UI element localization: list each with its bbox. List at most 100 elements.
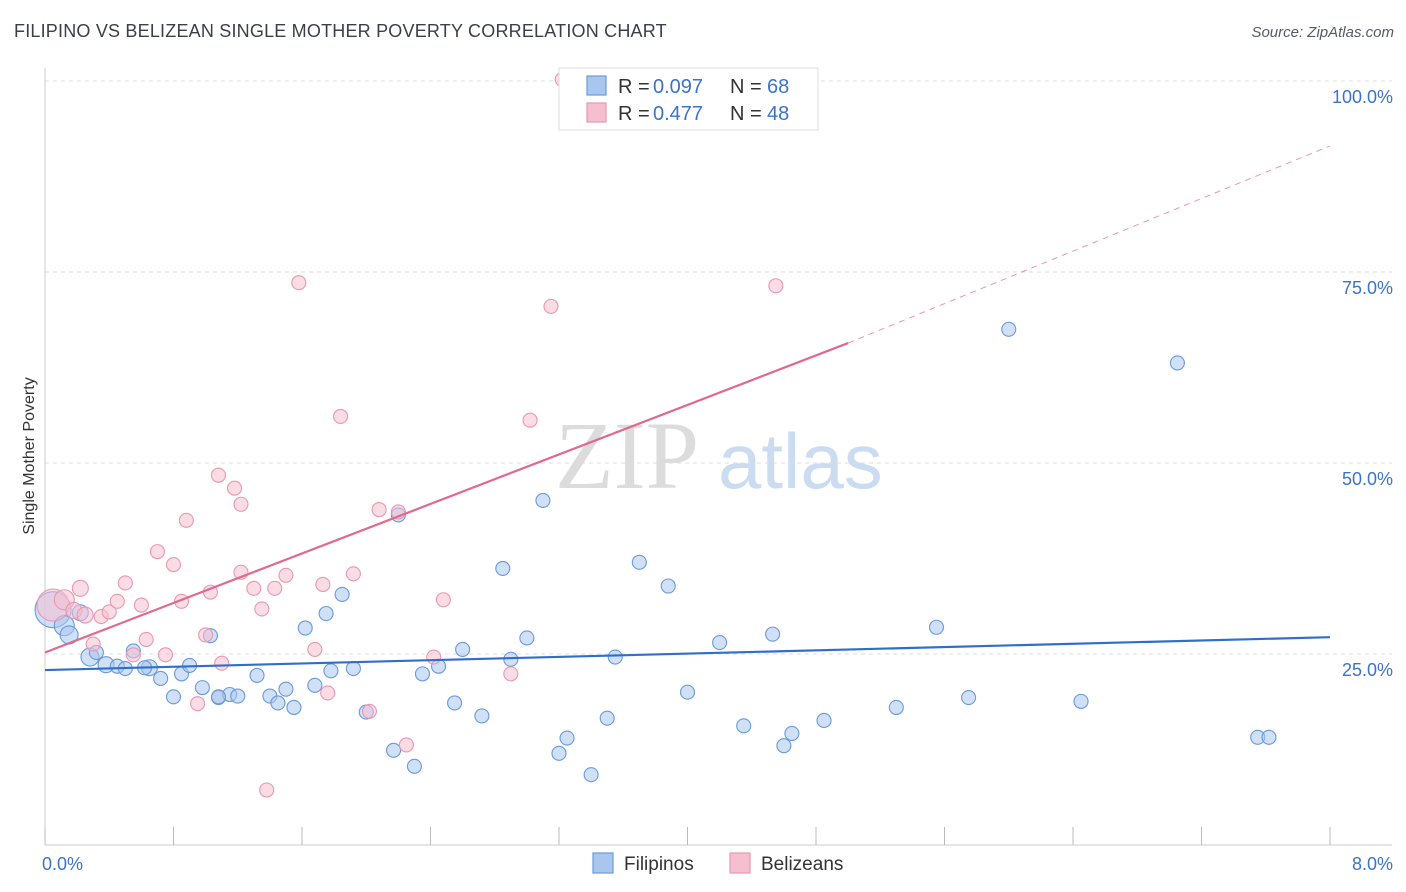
filipino-point	[816, 712, 832, 729]
belizean-point	[503, 666, 519, 682]
belizean-point	[768, 278, 784, 294]
watermark: ZIP atlas	[555, 402, 883, 509]
belizean-point	[291, 275, 307, 291]
chart-title: FILIPINO VS BELIZEAN SINGLE MOTHER POVER…	[14, 21, 667, 41]
filipino-point	[1261, 729, 1277, 745]
filipino-point	[736, 718, 752, 734]
belizean-point	[398, 737, 414, 753]
filipino-point	[495, 560, 511, 576]
belizean-point	[109, 593, 125, 609]
filipino-point	[210, 689, 227, 705]
filipino-point	[406, 758, 422, 774]
bottom-legend-belizean-swatch	[729, 852, 751, 874]
belizean-point	[125, 647, 141, 663]
filipino-point	[455, 641, 471, 657]
bottom-legend-filipino-swatch	[592, 852, 614, 874]
belizean-trend-extension	[847, 145, 1331, 344]
filipino-point	[551, 745, 567, 761]
filipino-point	[583, 767, 599, 783]
filipino-point	[165, 689, 182, 705]
filipino-point	[607, 649, 623, 665]
x-tick-label: 8.0%	[1352, 854, 1393, 874]
belizean-point	[361, 703, 378, 719]
legend-filipino-n-value: 68	[767, 76, 789, 98]
belizean-point	[543, 298, 559, 314]
filipino-point	[345, 660, 361, 677]
legend-belizean-n-label: N =	[730, 103, 762, 125]
legend-belizean-r-value: 0.477	[653, 103, 703, 125]
belizean-point	[178, 512, 194, 528]
belizean-point	[332, 408, 349, 424]
belizean-point	[278, 567, 294, 583]
belizean-point	[315, 576, 331, 593]
filipino-point	[447, 695, 463, 711]
belizean-point	[210, 467, 227, 483]
belizean-point	[101, 604, 117, 620]
x-tick-label: 0.0%	[42, 854, 83, 874]
filipino-point	[712, 634, 728, 651]
belizean-point	[254, 601, 270, 617]
y-tick-label: 25.0%	[1342, 660, 1393, 680]
legend-box: R = 0.097 N = 68 R = 0.477 N = 48	[558, 67, 819, 131]
filipino-point	[270, 695, 286, 711]
grid	[45, 80, 1392, 655]
filipino-point	[307, 677, 323, 693]
y-axis-title: Single Mother Poverty	[21, 377, 38, 534]
filipino-point	[519, 630, 535, 646]
belizean-point	[435, 592, 451, 608]
filipino-point	[776, 738, 792, 754]
belizean-point	[246, 580, 262, 596]
belizean-trend-line	[44, 342, 849, 654]
legend-filipino-r-value: 0.097	[653, 76, 703, 98]
belizean-point	[345, 566, 361, 582]
filipino-point	[318, 605, 334, 622]
belizean-point	[85, 636, 101, 652]
filipino-point	[888, 699, 904, 716]
belizean-point	[76, 606, 94, 624]
belizean-point	[320, 685, 336, 701]
filipino-point	[765, 626, 781, 642]
filipino-point	[474, 708, 490, 724]
legend-filipino-r-label: R =	[618, 76, 650, 98]
filipino-point	[278, 681, 294, 697]
filipino-point	[414, 666, 431, 682]
bottom-legend: Filipinos Belizeans	[592, 852, 843, 875]
watermark-atlas: atlas	[718, 417, 883, 505]
filipino-point	[323, 663, 339, 679]
belizean-point	[371, 502, 387, 518]
filipino-point	[660, 578, 676, 594]
belizean-point	[226, 480, 243, 496]
filipino-point	[1073, 693, 1089, 709]
filipino-point	[784, 725, 800, 742]
tick-labels: 25.0% 50.0% 75.0% 100.0% 0.0% 8.0%	[42, 87, 1393, 874]
legend-belizean-swatch	[586, 102, 607, 123]
filipino-point	[153, 670, 169, 686]
bottom-legend-belizean-label: Belizeans	[761, 854, 843, 875]
belizean-point	[426, 649, 442, 665]
watermark-zip: ZIP	[555, 402, 699, 509]
filipino-point	[599, 710, 615, 726]
legend-filipino-n-label: N =	[730, 76, 762, 98]
y-tick-label: 50.0%	[1342, 469, 1393, 489]
belizean-point	[267, 580, 283, 596]
axes	[44, 68, 1392, 846]
filipino-point	[631, 554, 647, 570]
filipino-point	[1169, 355, 1185, 371]
belizean-point	[522, 412, 538, 428]
legend-belizean-r-label: R =	[618, 103, 650, 125]
bottom-legend-filipino-label: Filipinos	[624, 854, 694, 875]
y-tick-label: 100.0%	[1332, 87, 1393, 107]
belizean-point	[149, 544, 165, 560]
belizean-point	[138, 631, 154, 648]
filipino-point	[297, 620, 313, 636]
belizean-point	[133, 597, 149, 613]
belizean-point	[157, 647, 174, 663]
filipino-point	[334, 586, 350, 602]
belizean-point	[214, 655, 230, 671]
filipino-point	[286, 699, 302, 716]
filipino-point	[535, 492, 551, 508]
filipino-point	[230, 688, 246, 704]
belizean-point	[259, 782, 275, 798]
filipino-point	[386, 742, 402, 758]
